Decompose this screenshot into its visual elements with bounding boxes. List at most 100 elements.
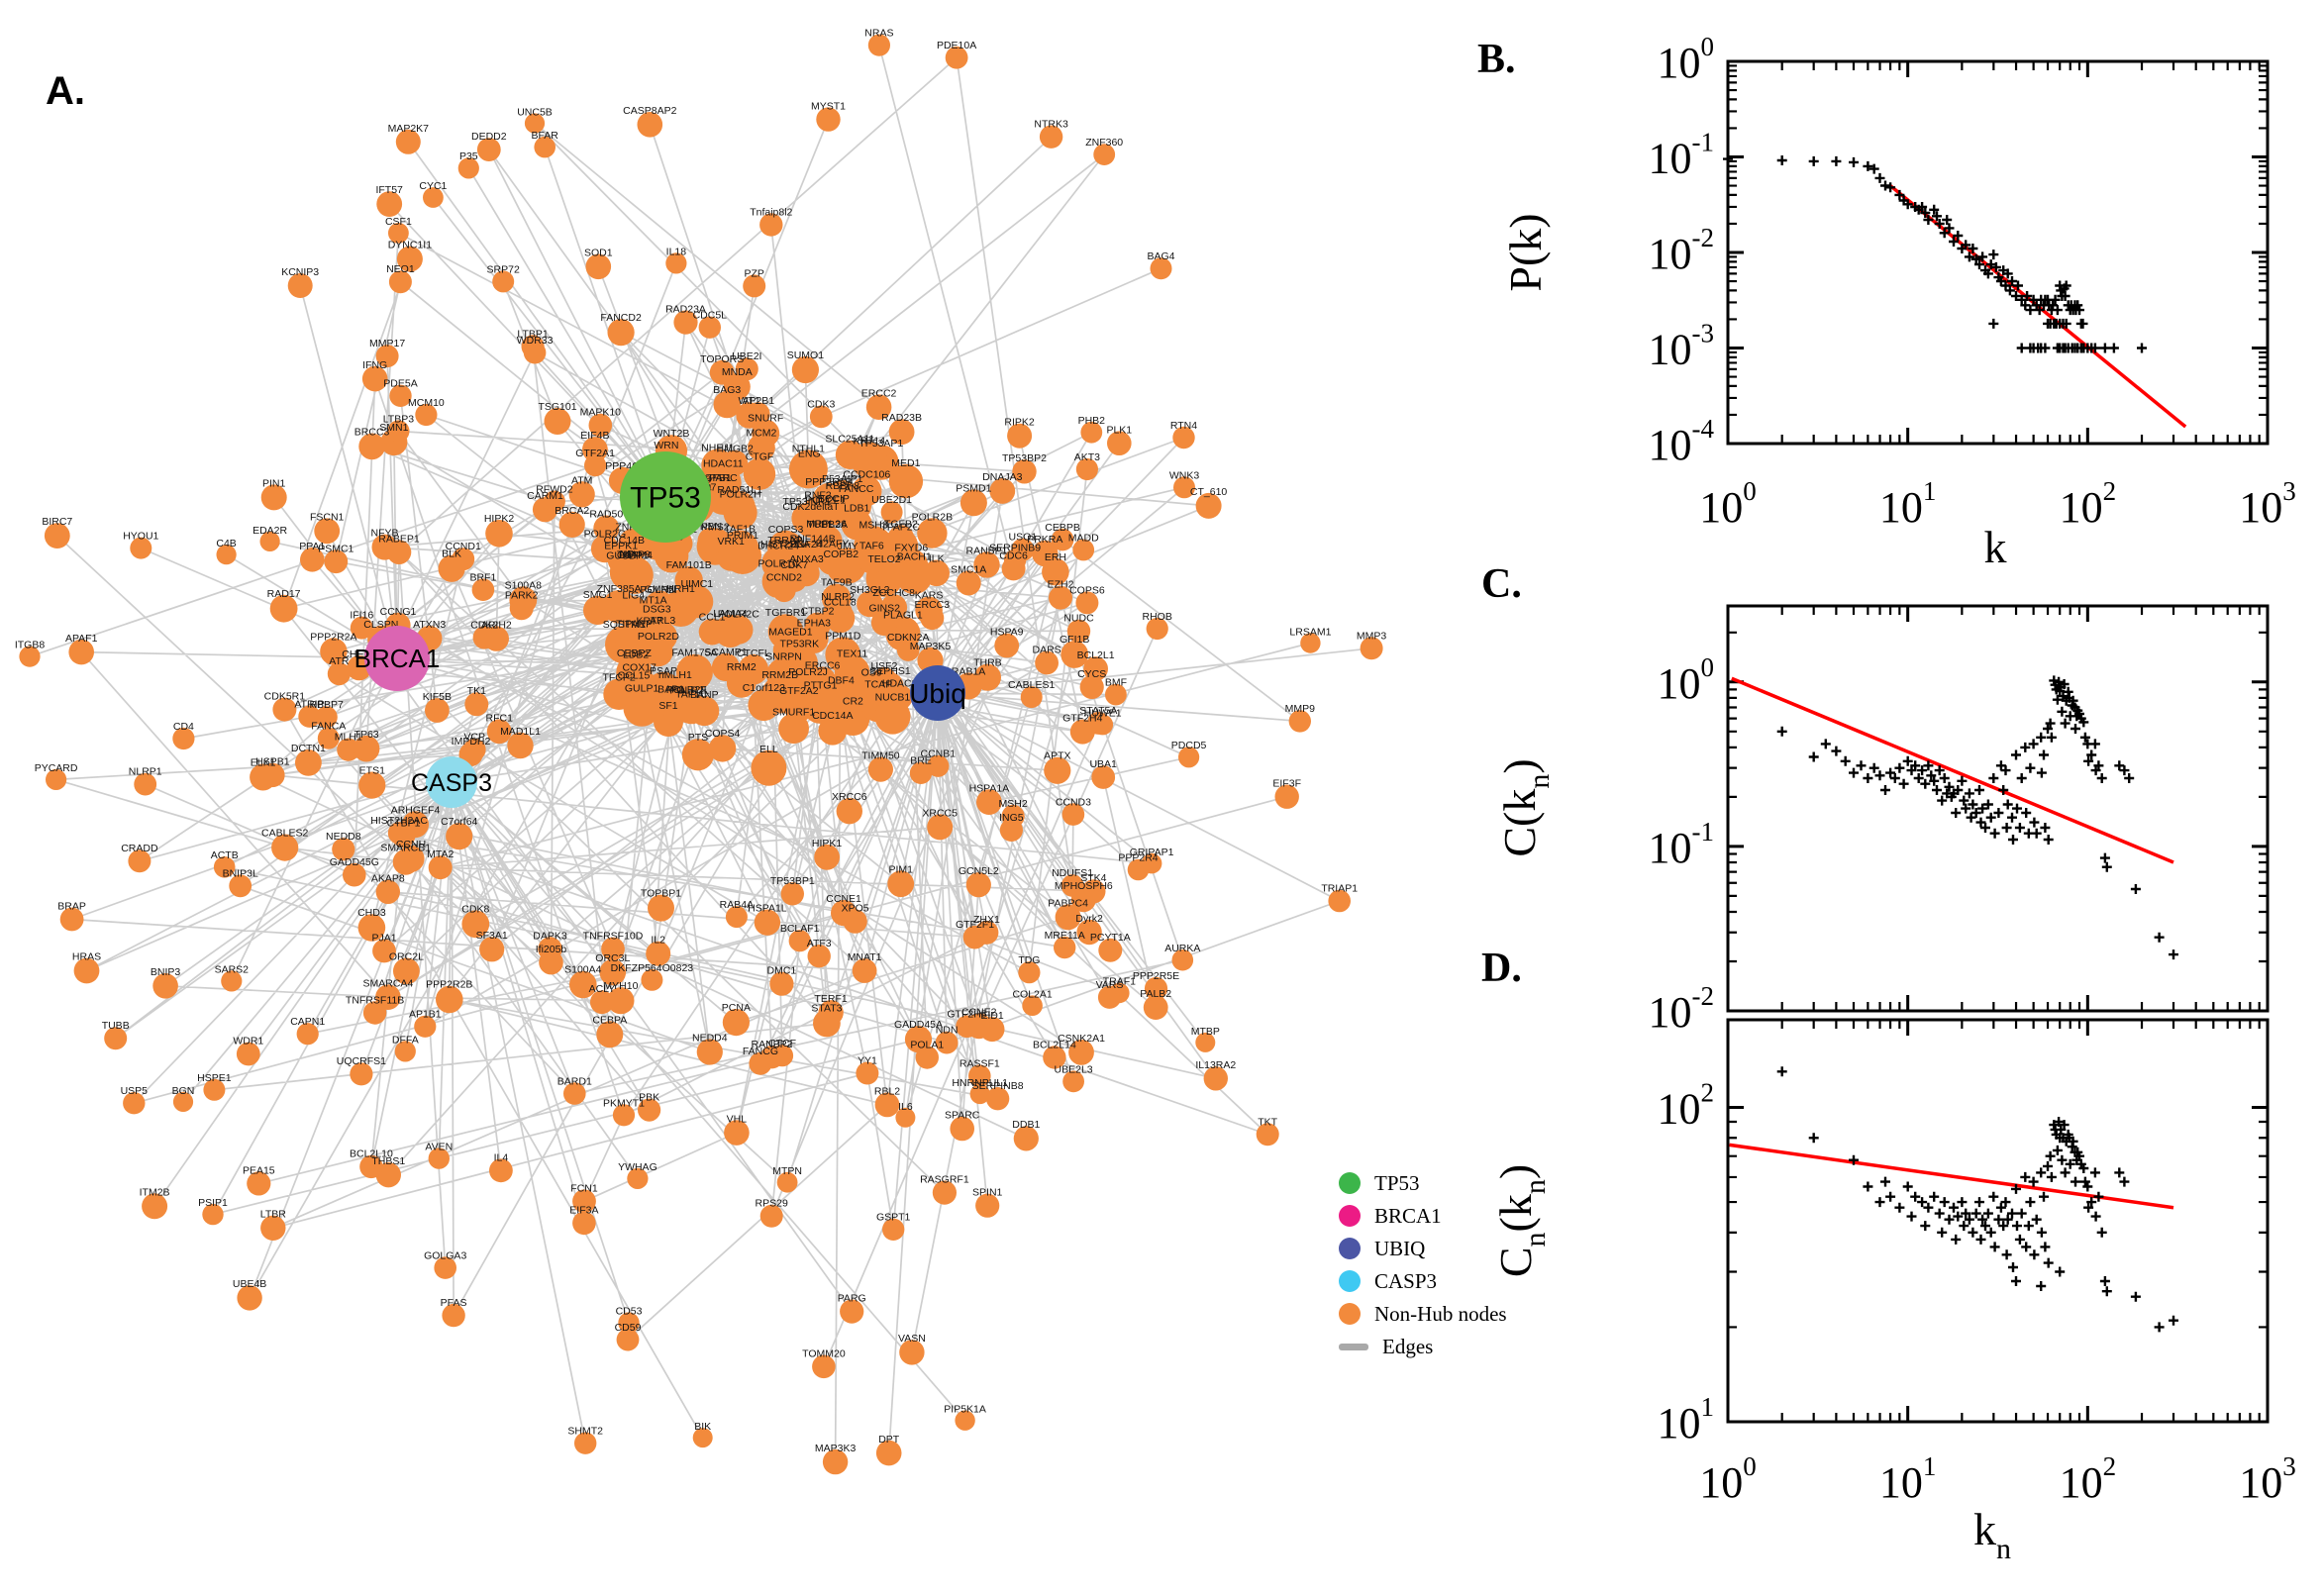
network-node [747,402,770,426]
network-node [781,566,808,592]
network-node [969,1083,990,1105]
network-node [815,525,840,549]
network-node [216,545,237,565]
network-node [814,844,840,870]
network-node-label: CDC14A [812,710,853,722]
network-node-label: PHB2 [1078,415,1106,427]
network-node-label: MLH1 [335,732,362,744]
network-node [813,501,838,526]
network-node [395,129,421,154]
network-node [618,1312,640,1334]
network-node [1076,919,1102,946]
network-node-label: NLRP2 [821,591,855,603]
network-node [315,706,338,729]
network-node-label: CDC5L [693,310,728,322]
network-node-label: ITGB8 [15,640,46,651]
plot-frame [1726,59,2270,446]
network-node [361,365,388,392]
chart-clustering-coefficient: 100 10-1 10-2 C(kn) [1494,604,2270,1037]
network-node [1288,710,1312,733]
network-node-label: EIF3F [1272,778,1301,790]
network-node [236,1042,260,1066]
network-node [696,1039,723,1065]
network-node [836,798,862,825]
network-node [1054,936,1076,959]
network-node-label: C7orf64 [441,816,478,828]
network-node [856,1061,879,1085]
network-node-label: ERH [1045,551,1066,563]
network-node [822,1448,849,1475]
network-node [574,1432,597,1454]
network-node-label: POLR2J [788,666,828,678]
network-node [882,1218,905,1242]
network-node-label: NUDC [1063,613,1094,625]
network-node [985,1087,1010,1111]
network-node-label: SMC1A [951,563,986,575]
tick-label: 100 [1699,1451,1757,1507]
network-node [583,595,613,626]
network-node [601,937,625,961]
network-node-label: CABLES2 [261,828,308,840]
power-law-fit-line [1731,676,2174,864]
network-node [1011,538,1035,561]
network-node [935,1031,959,1054]
network-node-label: PFAS [441,1297,467,1309]
network-node-label: ERCC2 [861,387,897,399]
network-node [489,1158,513,1183]
network-node-label: COPS3 [768,524,804,536]
network-node-label: NP [620,549,635,560]
network-node [867,34,891,56]
network-node-label: CR2 [843,695,863,707]
network-node-label: OS9 [861,667,882,679]
network-node-label: CHD3 [357,907,386,919]
hub-node-casp3 [426,756,477,808]
network-node-label: C1orf123 [743,682,785,694]
network-node-label: MTPN [772,1165,802,1177]
network-node-label: DCTN1 [291,743,326,754]
network-node [1012,459,1037,484]
network-node-label: ILK [929,553,945,565]
network-node-label: PARG [838,1293,866,1305]
network-node-label: DAPK3 [533,930,567,942]
network-node [123,1092,146,1115]
network-node-label: S100A4 [564,964,602,976]
network-node [673,310,698,335]
network-node-label: CCNG1 [380,606,417,618]
network-node-label: MNDA [722,366,753,378]
network-node-label: SCAMP1 [704,647,747,658]
tick-label: 10-4 [1649,414,1715,469]
network-node-label: P35 [459,150,478,162]
network-node-label: VARS [1096,979,1124,991]
hub-node-label-tp53: TP53 [630,482,701,515]
network-node-label: CTCFL [737,648,770,659]
network-node [1062,1070,1084,1093]
network-node [769,971,794,996]
network-node-label: BCL2L10 [350,1148,393,1160]
hub-node-brca1 [364,626,430,691]
network-node-label: POLA1 [910,1039,944,1050]
legend-item-label: Edges [1382,1334,1434,1358]
network-node-label: GSTM4 [617,549,653,561]
network-node-label: DDB1 [1012,1119,1040,1131]
network-node [1080,421,1103,444]
network-node [1178,747,1200,768]
network-node [59,907,84,932]
network-node-label: PABPC4 [1048,897,1088,909]
network-node [616,1328,640,1351]
network-node [720,530,759,569]
network-node [1020,686,1043,709]
network-node-label: SHMT2 [567,1426,603,1438]
network-node [471,578,495,601]
network-node-label: IFI16 [350,610,373,622]
network-node-label: POU2F1 [805,494,846,506]
network-node [314,518,341,545]
network-node-label: CTBP1 [387,817,421,829]
network-node-label: HIPK1 [812,838,843,849]
network-node [767,614,804,649]
panel-label-d: D. [1481,946,1522,991]
network-node [386,540,412,564]
tick-label: 10-1 [1649,817,1715,872]
network-node-label: LRSAM1 [1289,626,1331,638]
network-node-label: PLAGL1 [883,609,923,621]
network-node [722,449,749,476]
